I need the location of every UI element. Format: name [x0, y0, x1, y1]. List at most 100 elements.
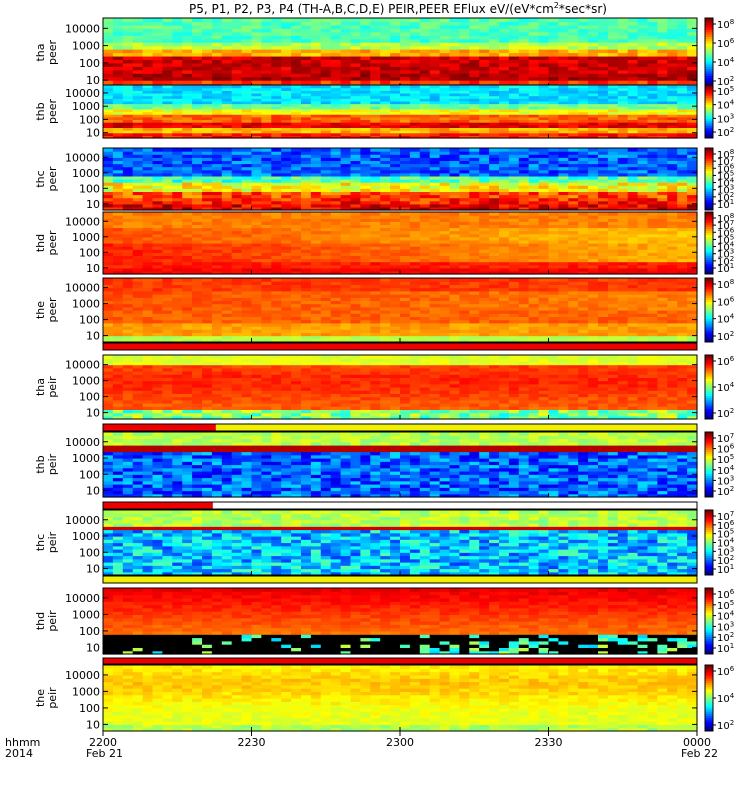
- heatmap-cell: [638, 59, 649, 63]
- heatmap-cell: [222, 46, 233, 50]
- heatmap-cell: [212, 32, 223, 36]
- heatmap-cell: [657, 212, 668, 216]
- heatmap-cell: [341, 35, 352, 39]
- heatmap-cell: [648, 212, 659, 216]
- heatmap-cell: [430, 56, 441, 60]
- heatmap-cell: [519, 212, 530, 216]
- heatmap-cell: [628, 25, 639, 29]
- heatmap-cell: [628, 28, 639, 32]
- heatmap-cell: [172, 18, 183, 22]
- heatmap-cell: [519, 39, 530, 43]
- heatmap-cell: [162, 73, 173, 77]
- heatmap-cell: [113, 77, 124, 81]
- heatmap-cell: [489, 59, 500, 63]
- heatmap-cell: [469, 39, 480, 43]
- heatmap-cell: [638, 46, 649, 50]
- heatmap-cell: [153, 46, 164, 50]
- heatmap-cell: [648, 63, 659, 67]
- heatmap-cell: [390, 42, 401, 46]
- heatmap-cell: [558, 148, 569, 152]
- heatmap-cell: [459, 212, 470, 216]
- heatmap-cell: [459, 28, 470, 32]
- heatmap-cell: [153, 59, 164, 63]
- heatmap-cell: [331, 53, 342, 57]
- heatmap-cell: [301, 49, 312, 53]
- heatmap-cell: [400, 18, 411, 22]
- heatmap-cell: [539, 21, 550, 25]
- heatmap-cell: [202, 148, 213, 152]
- heatmap-cell: [153, 21, 164, 25]
- heatmap-cell: [321, 56, 332, 60]
- heatmap-cell: [667, 46, 678, 50]
- heatmap-cell: [558, 46, 569, 50]
- heatmap-cell: [450, 212, 461, 216]
- heatmap-cell: [410, 42, 421, 46]
- heatmap-cell: [271, 53, 282, 57]
- heatmap-cell: [588, 35, 599, 39]
- heatmap-cell: [578, 148, 589, 152]
- heatmap-cell: [578, 35, 589, 39]
- heatmap-cell: [351, 21, 362, 25]
- heatmap-cell: [657, 46, 668, 50]
- heatmap-cell: [311, 212, 322, 216]
- heatmap-cell: [598, 73, 609, 77]
- heatmap-cell: [123, 21, 134, 25]
- heatmap-cell: [558, 212, 569, 216]
- heatmap-cell: [489, 18, 500, 22]
- heatmap-cell: [509, 73, 520, 77]
- heatmap-cell: [291, 39, 302, 43]
- heatmap-cell: [657, 21, 668, 25]
- heatmap-cell: [162, 39, 173, 43]
- heatmap-cell: [539, 70, 550, 74]
- heatmap-cell: [459, 53, 470, 57]
- heatmap-cell: [440, 28, 451, 32]
- heatmap-cell: [479, 39, 490, 43]
- heatmap-cell: [410, 35, 421, 39]
- heatmap-cell: [489, 77, 500, 81]
- heatmap-cell: [519, 35, 530, 39]
- heatmap-cell: [479, 56, 490, 60]
- heatmap-cell: [172, 25, 183, 29]
- heatmap-cell: [677, 39, 688, 43]
- heatmap-cell: [677, 66, 688, 70]
- heatmap-cell: [390, 18, 401, 22]
- heatmap-cell: [400, 80, 411, 84]
- heatmap-cell: [242, 21, 253, 25]
- heatmap-cell: [400, 53, 411, 57]
- heatmap-cell: [539, 56, 550, 60]
- heatmap-cell: [232, 73, 243, 77]
- heatmap-cell: [311, 70, 322, 74]
- heatmap-cell: [123, 73, 134, 77]
- heatmap-cell: [479, 70, 490, 74]
- heatmap-cell: [598, 70, 609, 74]
- heatmap-cell: [509, 56, 520, 60]
- heatmap-cell: [291, 70, 302, 74]
- heatmap-cell: [331, 212, 342, 216]
- heatmap-cell: [271, 59, 282, 63]
- heatmap-cell: [162, 49, 173, 53]
- heatmap-cell: [380, 53, 391, 57]
- heatmap-cell: [598, 35, 609, 39]
- heatmap-cell: [123, 212, 134, 216]
- heatmap-cell: [608, 77, 619, 81]
- heatmap-cell: [638, 25, 649, 29]
- heatmap-cell: [301, 42, 312, 46]
- heatmap-cell: [370, 46, 381, 50]
- heatmap-cell: [588, 66, 599, 70]
- heatmap-cell: [598, 53, 609, 57]
- heatmap-cell: [172, 49, 183, 53]
- heatmap-cell: [281, 73, 292, 77]
- heatmap-cell: [479, 18, 490, 22]
- heatmap-cell: [113, 59, 124, 63]
- heatmap-cell: [222, 35, 233, 39]
- heatmap-cell: [509, 39, 520, 43]
- heatmap-cell: [291, 77, 302, 81]
- heatmap-cell: [360, 212, 371, 216]
- heatmap-cell: [351, 70, 362, 74]
- heatmap-cell: [648, 70, 659, 74]
- heatmap-cell: [489, 66, 500, 70]
- heatmap-cell: [628, 77, 639, 81]
- heatmap-cell: [628, 35, 639, 39]
